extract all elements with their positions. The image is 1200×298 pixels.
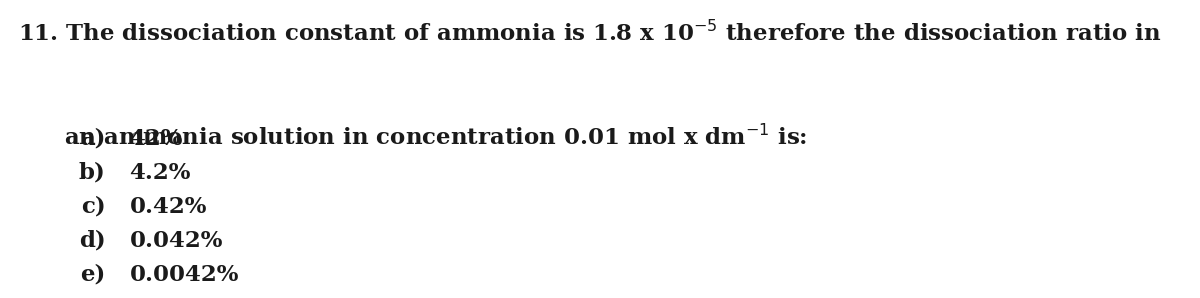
Text: 4.2%: 4.2% [130,162,191,184]
Text: 0.0042%: 0.0042% [130,264,239,286]
Text: e): e) [80,264,106,286]
Text: 11. The dissociation constant of ammonia is 1.8 x 10$^{-5}$ therefore the dissoc: 11. The dissociation constant of ammonia… [18,21,1162,46]
Text: an ammonia solution in concentration 0.01 mol x dm$^{-1}$ is:: an ammonia solution in concentration 0.0… [64,125,806,150]
Text: 0.042%: 0.042% [130,230,223,252]
Text: b): b) [79,162,106,184]
Text: 42%: 42% [130,128,182,150]
Text: d): d) [79,230,106,252]
Text: 0.42%: 0.42% [130,196,206,218]
Text: a): a) [80,128,106,150]
Text: c): c) [80,196,106,218]
